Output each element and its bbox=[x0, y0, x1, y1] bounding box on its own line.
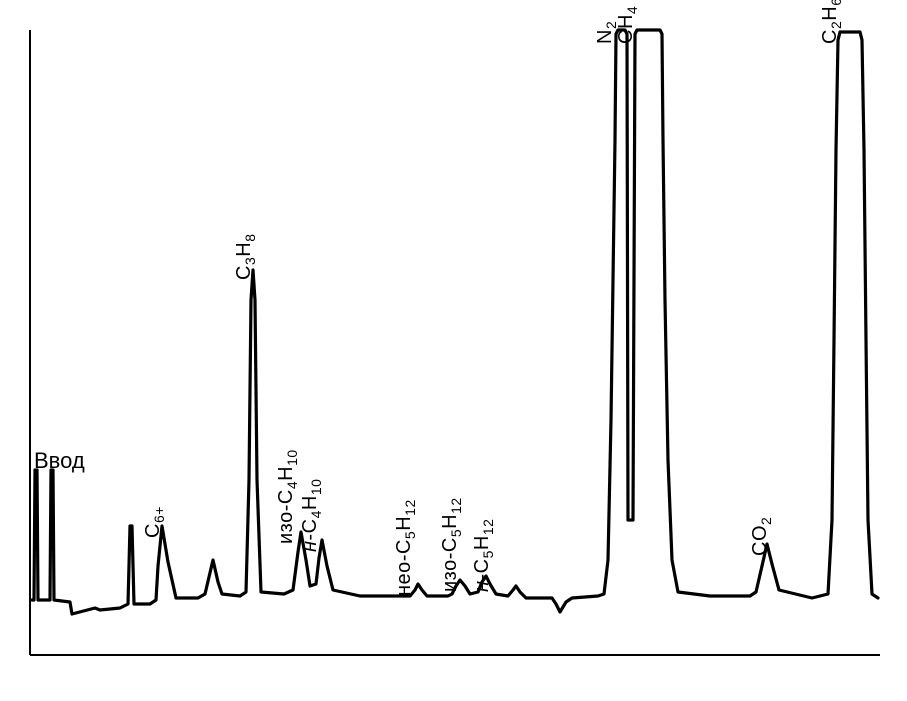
peak-label: н-C4H10 bbox=[300, 479, 320, 552]
peak-label: C2H6 bbox=[820, 0, 840, 44]
inject-label: Ввод bbox=[34, 450, 85, 472]
peak-label: изо-C5H12 bbox=[440, 497, 460, 592]
peak-label: CH4 bbox=[616, 6, 636, 44]
peak-label: N2 bbox=[595, 21, 615, 44]
peak-label: н-C5H12 bbox=[472, 519, 492, 592]
peak-label: изо-C4H10 bbox=[276, 449, 296, 544]
peak-label: нео-C5H12 bbox=[394, 499, 414, 596]
chromatogram-chart: Ввод C6+ C3H8 изо-C4H10н-C4H10 нео-C5H12 изо… bbox=[0, 0, 907, 701]
peak-label: C3H8 bbox=[234, 234, 254, 281]
peak-label: CO2 bbox=[750, 517, 770, 556]
peak-label: C6+ bbox=[143, 506, 163, 538]
chromatogram-svg bbox=[0, 0, 907, 701]
